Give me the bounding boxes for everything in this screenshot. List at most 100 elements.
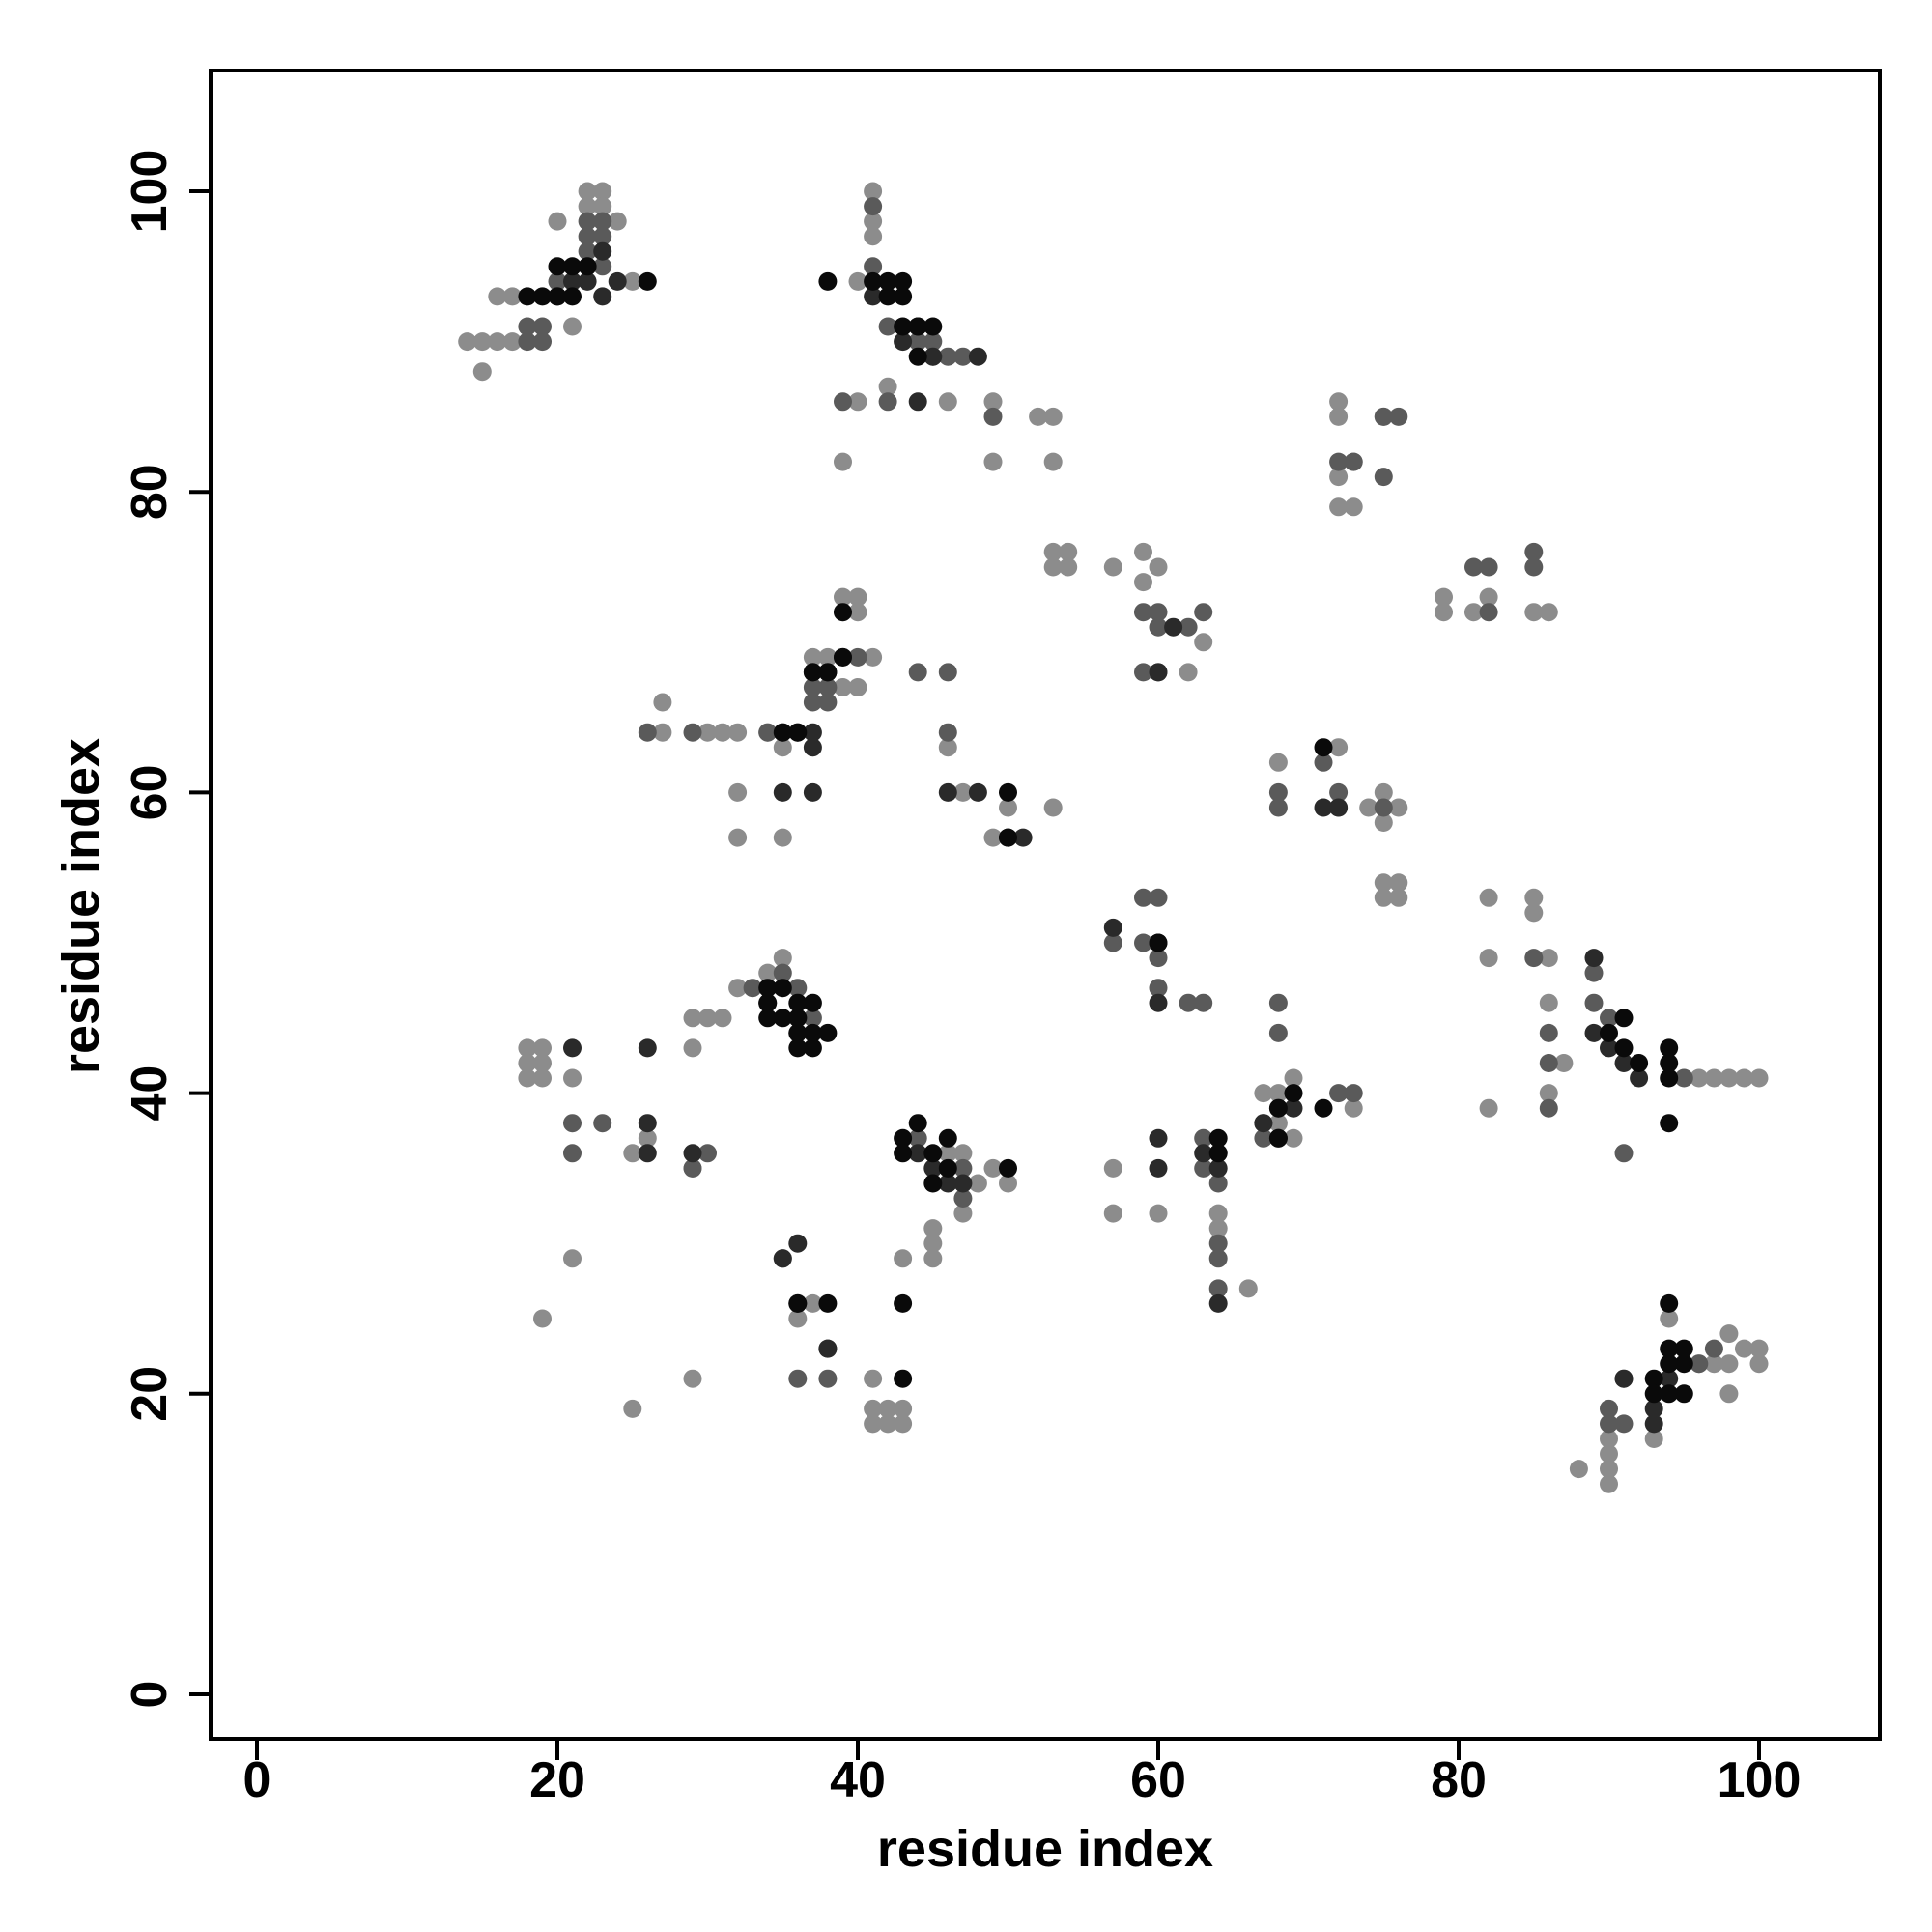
data-point <box>788 1038 808 1058</box>
data-point <box>1584 963 1604 982</box>
data-point <box>518 332 537 352</box>
data-point <box>1208 1174 1228 1193</box>
data-point <box>1284 1084 1303 1103</box>
data-point <box>923 317 943 336</box>
data-point <box>593 287 612 306</box>
data-point <box>1134 542 1152 561</box>
data-point <box>1059 542 1078 561</box>
data-point <box>1584 949 1604 968</box>
data-point <box>638 1144 657 1163</box>
data-point <box>1735 1068 1753 1088</box>
data-point <box>1435 603 1453 622</box>
data-point <box>1238 1279 1258 1298</box>
data-point <box>848 603 867 622</box>
data-point <box>1268 1128 1288 1148</box>
data-point <box>923 1219 943 1238</box>
data-point <box>713 1009 732 1028</box>
data-point <box>1674 1339 1693 1358</box>
data-point <box>1644 1399 1663 1418</box>
data-point <box>894 1414 913 1434</box>
data-point <box>623 1144 642 1163</box>
data-point <box>983 392 1003 412</box>
data-point <box>533 1054 552 1072</box>
x-tick-label: 20 <box>529 1752 585 1808</box>
data-point <box>938 1174 957 1193</box>
data-point <box>1194 993 1213 1012</box>
data-point <box>548 257 567 276</box>
data-point <box>1600 1023 1618 1042</box>
data-point <box>563 1114 582 1133</box>
data-point <box>1194 1158 1213 1178</box>
data-point <box>488 287 507 306</box>
data-point <box>728 979 748 998</box>
data-point <box>1043 452 1063 471</box>
data-point <box>623 1399 642 1418</box>
data-point <box>1719 1354 1739 1374</box>
data-point <box>1554 1054 1574 1072</box>
data-point <box>864 197 883 216</box>
data-point <box>864 227 883 246</box>
data-point <box>1208 1128 1228 1148</box>
data-point <box>953 347 973 366</box>
data-point <box>1103 1204 1122 1223</box>
data-point <box>488 332 507 352</box>
data-point <box>578 197 597 216</box>
data-point <box>923 1174 943 1193</box>
data-point <box>803 1009 822 1028</box>
data-point <box>563 317 582 336</box>
data-point <box>818 1369 838 1388</box>
data-point <box>1749 1339 1769 1358</box>
data-point <box>803 1023 822 1042</box>
data-point <box>518 1068 537 1088</box>
data-point <box>1374 888 1393 907</box>
data-point <box>1134 663 1152 682</box>
data-point <box>1268 782 1288 802</box>
data-point <box>938 663 957 682</box>
data-point <box>773 738 792 757</box>
data-point <box>803 647 822 667</box>
data-point <box>1344 1084 1363 1103</box>
data-point <box>1524 557 1544 577</box>
data-point <box>1539 1098 1558 1118</box>
data-point <box>923 1158 943 1178</box>
data-point <box>638 1038 657 1058</box>
data-point <box>1674 1354 1693 1374</box>
data-point <box>1329 497 1349 517</box>
data-point <box>472 332 492 352</box>
data-point <box>1149 888 1168 907</box>
data-point <box>803 678 822 696</box>
data-point <box>818 271 838 291</box>
data-point <box>1614 1369 1634 1388</box>
data-point <box>803 782 822 802</box>
data-point <box>1329 738 1349 757</box>
data-point <box>999 1174 1017 1193</box>
data-point <box>563 287 582 306</box>
data-point <box>938 1144 957 1163</box>
y-tick-label: 20 <box>122 1366 178 1422</box>
data-point <box>878 287 897 306</box>
data-point <box>698 1009 717 1028</box>
data-point <box>578 242 597 261</box>
data-point <box>593 182 612 201</box>
data-point <box>1344 497 1363 517</box>
data-point <box>1749 1354 1769 1374</box>
data-point <box>773 723 792 742</box>
data-point <box>1630 1068 1649 1088</box>
data-point <box>773 963 792 982</box>
data-point <box>1314 1098 1333 1118</box>
data-point <box>1539 993 1558 1012</box>
data-point <box>518 1038 537 1058</box>
data-point <box>653 693 672 712</box>
data-point <box>1524 542 1544 561</box>
data-point <box>683 1369 702 1388</box>
data-point <box>1749 1068 1769 1088</box>
data-point <box>1660 1339 1679 1358</box>
y-tick-label: 0 <box>122 1681 178 1709</box>
data-point <box>1600 1430 1618 1448</box>
data-point <box>818 647 838 667</box>
x-tick-label: 60 <box>1130 1752 1186 1808</box>
data-point <box>1179 663 1198 682</box>
data-point <box>1660 1068 1679 1088</box>
data-point <box>1660 1114 1679 1133</box>
data-point <box>1194 1128 1213 1148</box>
